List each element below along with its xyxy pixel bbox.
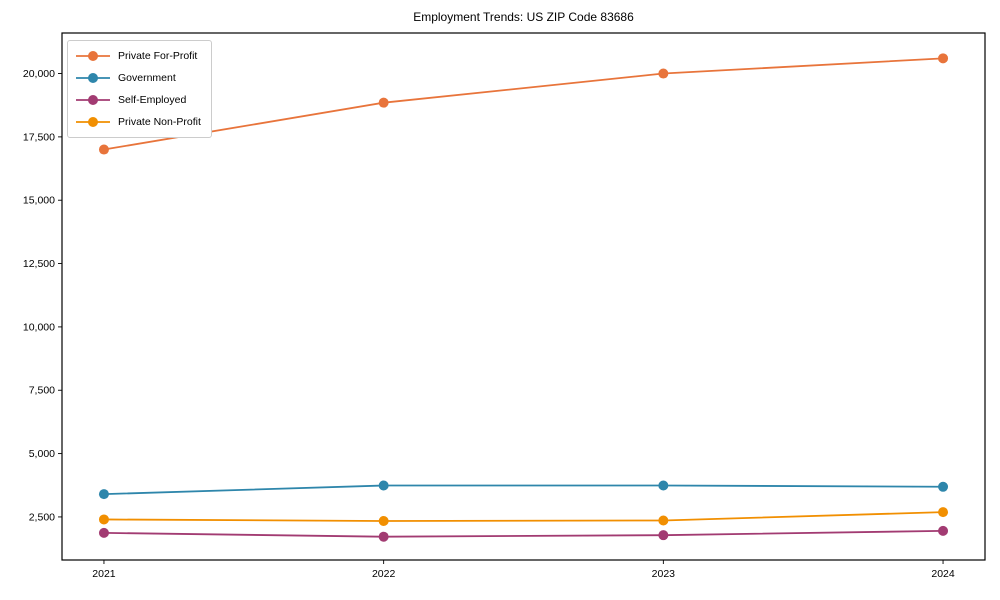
legend-label: Private Non-Profit [118,116,201,128]
y-tick-label: 10,000 [23,321,55,333]
legend-marker-icon [88,117,98,127]
data-point-marker [938,481,949,492]
legend-label: Self-Employed [118,94,187,106]
legend-marker-icon [88,73,98,83]
data-point-marker [378,480,389,491]
legend-marker-icon [88,95,98,105]
data-point-marker [938,525,949,536]
legend-label: Government [118,72,176,84]
legend-marker-icon [88,51,98,61]
data-point-marker [378,515,389,526]
series-line-government [103,484,944,496]
chart-title: Employment Trends: US ZIP Code 83686 [413,10,634,24]
data-point-marker [98,489,109,500]
data-point-marker [658,515,669,526]
x-tick-label: 2024 [931,568,955,580]
data-point-marker [938,507,949,518]
x-tick-label: 2022 [372,568,396,580]
legend-swatch [76,117,110,127]
data-point-marker [658,530,669,541]
data-point-marker [938,53,949,64]
series-line-private-for-profit [103,57,944,151]
y-tick-label: 2,500 [29,511,55,523]
y-tick-label: 12,500 [23,258,55,270]
legend-item-private-for-profit: Private For-Profit [74,45,201,67]
y-tick-label: 7,500 [29,385,55,397]
series-line-private-non-profit [103,511,944,522]
data-point-marker [98,527,109,538]
legend-item-government: Government [74,67,201,89]
legend-swatch [76,73,110,83]
legend-label: Private For-Profit [118,50,198,62]
x-tick-label: 2021 [92,568,116,580]
legend-swatch [76,51,110,61]
legend-item-self-employed: Self-Employed [74,89,201,111]
y-tick-label: 15,000 [23,195,55,207]
axes-frame [61,32,986,561]
data-point-marker [658,480,669,491]
data-point-marker [98,514,109,525]
legend-swatch [76,95,110,105]
data-point-marker [658,68,669,79]
y-tick-label: 20,000 [23,68,55,80]
data-point-marker [378,531,389,542]
x-tick-label: 2023 [652,568,676,580]
legend: Private For-Profit Government Self-Employe… [67,40,212,138]
series-line-self-employed [103,529,944,538]
legend-item-private-non-profit: Private Non-Profit [74,111,201,133]
y-tick-label: 5,000 [29,448,55,460]
data-point-marker [98,144,109,155]
y-tick-label: 17,500 [23,131,55,143]
data-point-marker [378,97,389,108]
